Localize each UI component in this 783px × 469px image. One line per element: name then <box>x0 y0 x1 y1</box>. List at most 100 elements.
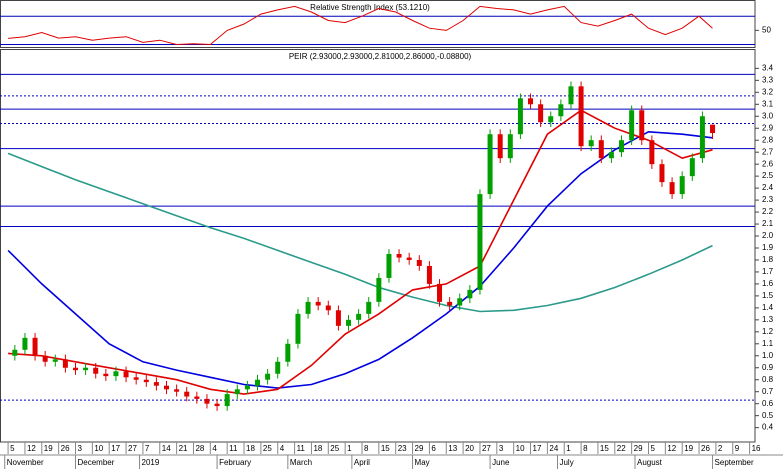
x-tick-label: 19 <box>684 444 693 453</box>
x-tick-label: 12 <box>27 444 36 453</box>
x-tick-label: 28 <box>195 444 204 453</box>
candle-body <box>204 398 210 404</box>
candle-body <box>42 355 48 362</box>
x-tick-label: 22 <box>617 444 626 453</box>
y-tick-label: 1.7 <box>762 267 774 276</box>
month-label: November <box>7 458 44 467</box>
candle-body <box>305 301 311 314</box>
candle-body <box>406 257 412 260</box>
candle-body <box>346 319 352 326</box>
candle-body <box>639 110 645 141</box>
price-panel <box>0 49 756 443</box>
x-tick-label: 5 <box>650 444 655 453</box>
candle-body <box>538 104 544 123</box>
candle-body <box>32 337 38 356</box>
x-tick-label: 3 <box>499 444 504 453</box>
candle-body <box>214 403 220 407</box>
y-tick-label: 3.2 <box>762 87 774 96</box>
candle-body <box>224 394 230 407</box>
x-tick-label: 11 <box>297 444 306 453</box>
x-tick-label: 15 <box>600 444 609 453</box>
x-tick-label: 17 <box>533 444 542 453</box>
candle-body <box>113 371 119 377</box>
candle-body <box>285 343 291 362</box>
x-tick-label: 18 <box>313 444 322 453</box>
rsi-line <box>8 5 713 46</box>
x-tick-label: 14 <box>162 444 171 453</box>
candle-body <box>558 104 564 117</box>
y-tick-label: 2.1 <box>762 219 774 228</box>
candle-body <box>659 164 665 183</box>
x-tick-label: 17 <box>111 444 120 453</box>
month-label: 2019 <box>142 458 160 467</box>
y-tick-label: 2.9 <box>762 123 774 132</box>
candle-body <box>416 259 422 266</box>
candle-body <box>295 313 301 344</box>
y-tick-label: 3.1 <box>762 99 774 108</box>
month-label: February <box>219 458 251 467</box>
candle-body <box>386 253 392 278</box>
y-tick-label: 1.5 <box>762 291 774 300</box>
x-tick-label: 16 <box>752 444 761 453</box>
candle-body <box>62 359 68 368</box>
x-tick-label: 21 <box>179 444 188 453</box>
y-tick-label: 0.7 <box>762 387 774 396</box>
candle-body <box>487 134 493 195</box>
candle-body <box>52 359 58 362</box>
candle-body <box>143 379 149 383</box>
y-tick-label: 3.0 <box>762 111 774 120</box>
candle-body <box>356 313 362 320</box>
candle-body <box>244 385 250 390</box>
candle-body <box>528 98 534 105</box>
candle-body <box>679 176 685 195</box>
y-tick-label: 2.3 <box>762 195 774 204</box>
candle-body <box>174 389 180 392</box>
month-label: September <box>715 458 754 467</box>
candle-body <box>568 86 574 105</box>
x-tick-label: 4 <box>280 444 285 453</box>
candle-body <box>73 367 78 371</box>
x-tick-label: 10 <box>516 444 525 453</box>
candle-body <box>649 140 655 165</box>
candle-body <box>12 349 18 356</box>
rsi-title: Relative Strength Index (53.1210) <box>310 3 430 12</box>
month-label: December <box>78 458 115 467</box>
candle-body <box>275 361 281 374</box>
x-tick-label: 1 <box>347 444 352 453</box>
candle-body <box>366 301 372 314</box>
y-tick-label: 2.5 <box>762 171 774 180</box>
x-tick-label: 10 <box>94 444 103 453</box>
candle-body <box>467 289 473 299</box>
x-tick-label: 15 <box>381 444 390 453</box>
month-label: June <box>492 458 510 467</box>
candle-body <box>153 382 159 386</box>
x-tick-label: 9 <box>735 444 740 453</box>
month-label: April <box>354 458 370 467</box>
candle-body <box>507 134 513 159</box>
candle-body <box>234 389 240 395</box>
month-label: March <box>290 458 312 467</box>
y-tick-label: 0.8 <box>762 375 774 384</box>
candle-body <box>315 301 321 306</box>
y-tick-label: 1.1 <box>762 339 774 348</box>
x-tick-label: 3 <box>78 444 83 453</box>
y-tick-label: 2.8 <box>762 135 774 144</box>
x-tick-label: 4 <box>212 444 217 453</box>
y-tick-label: 3.3 <box>762 75 774 84</box>
x-tick-label: 25 <box>263 444 272 453</box>
y-tick-label: 1.9 <box>762 243 774 252</box>
candle-body <box>325 305 331 311</box>
candle-body <box>619 140 625 153</box>
month-label: July <box>559 458 573 467</box>
y-tick-label: 50 <box>762 25 771 34</box>
candle-body <box>457 298 463 306</box>
candle-body <box>497 134 503 159</box>
candle-body <box>437 283 443 302</box>
y-tick-label: 2.7 <box>762 147 774 156</box>
moving-average <box>7 152 713 313</box>
x-tick-label: 18 <box>246 444 255 453</box>
x-tick-label: 2 <box>718 444 723 453</box>
y-tick-label: 0.9 <box>762 363 774 372</box>
x-tick-label: 13 <box>448 444 457 453</box>
candle-body <box>710 124 716 134</box>
